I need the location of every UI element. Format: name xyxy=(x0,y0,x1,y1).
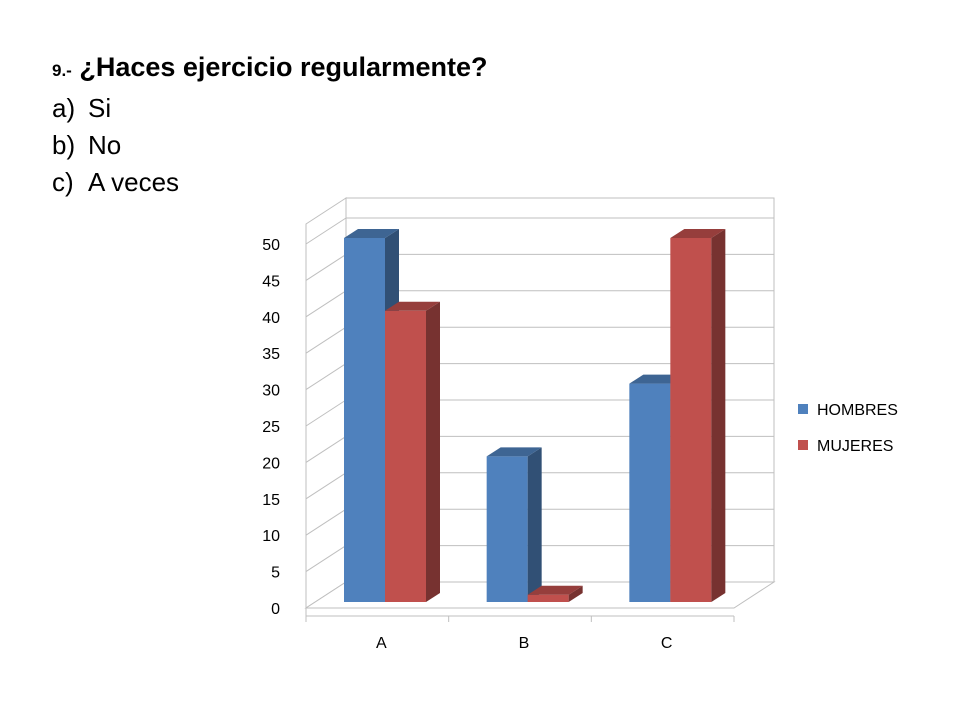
bar-side xyxy=(568,585,583,602)
bar-front xyxy=(527,594,569,602)
bar-front xyxy=(670,238,712,602)
y-tick-label: 30 xyxy=(262,383,280,400)
option-text: No xyxy=(88,130,122,160)
gridline-side xyxy=(305,472,347,500)
bar-mujeres-b xyxy=(527,585,583,602)
gridline-side xyxy=(305,363,347,391)
y-tick-label: 0 xyxy=(271,601,280,618)
bar-side xyxy=(527,447,542,602)
answer-options: a) Si b) No c) A veces xyxy=(52,90,179,201)
bar-mujeres-c xyxy=(670,229,726,602)
y-tick-label: 25 xyxy=(262,419,280,436)
option-letter: b) xyxy=(52,130,76,160)
gridline-side xyxy=(305,290,347,318)
y-tick-label: 50 xyxy=(262,237,280,254)
bar-top xyxy=(527,585,583,595)
question-heading: 9.- ¿Haces ejercicio regularmente? xyxy=(52,52,488,83)
legend-label-hombres: HOMBRES xyxy=(817,402,898,419)
y-tick-label: 20 xyxy=(262,455,280,472)
question-number: 9.- xyxy=(52,61,72,80)
y-tick-label: 5 xyxy=(271,565,280,582)
gridline-side xyxy=(305,508,347,536)
bar-hombres-b xyxy=(486,447,542,602)
gridline-side xyxy=(305,326,347,354)
gridline-side xyxy=(305,399,347,427)
bar-front xyxy=(486,456,528,602)
x-tick-label: C xyxy=(661,635,673,652)
bar-top xyxy=(344,229,399,238)
bar-side xyxy=(711,229,726,602)
bar-top xyxy=(670,229,726,238)
bar-mujeres-a xyxy=(385,301,440,602)
option-item: b) No xyxy=(52,127,179,164)
chart-side-wall xyxy=(305,197,347,609)
gridline-side xyxy=(305,435,347,463)
y-tick-label: 35 xyxy=(262,346,280,363)
x-tick-label: A xyxy=(376,635,387,652)
legend-swatch-mujeres xyxy=(798,440,808,450)
gridline-side xyxy=(305,545,347,573)
y-tick-label: 40 xyxy=(262,310,280,327)
bar-front xyxy=(344,238,385,602)
option-letter: a) xyxy=(52,93,76,123)
option-item: a) Si xyxy=(52,90,179,127)
gridline-side xyxy=(305,217,347,245)
bar-front xyxy=(385,310,426,602)
x-tick-label: B xyxy=(519,635,530,652)
gridline-side xyxy=(305,253,347,281)
option-item: c) A veces xyxy=(52,164,179,201)
y-tick-label: 10 xyxy=(262,528,280,545)
bar-top xyxy=(486,447,542,457)
y-tick-label: 15 xyxy=(262,492,280,509)
y-tick-label: 45 xyxy=(262,273,280,290)
option-text: Si xyxy=(88,93,112,123)
bar-side xyxy=(426,301,440,602)
bar-front xyxy=(629,383,671,602)
question-text: ¿Haces ejercicio regularmente? xyxy=(79,52,488,82)
option-letter: c) xyxy=(52,167,74,197)
bar-top xyxy=(385,301,440,311)
option-text: A veces xyxy=(88,167,180,197)
legend-swatch-hombres xyxy=(798,404,808,414)
legend-label-mujeres: MUJERES xyxy=(817,438,893,455)
